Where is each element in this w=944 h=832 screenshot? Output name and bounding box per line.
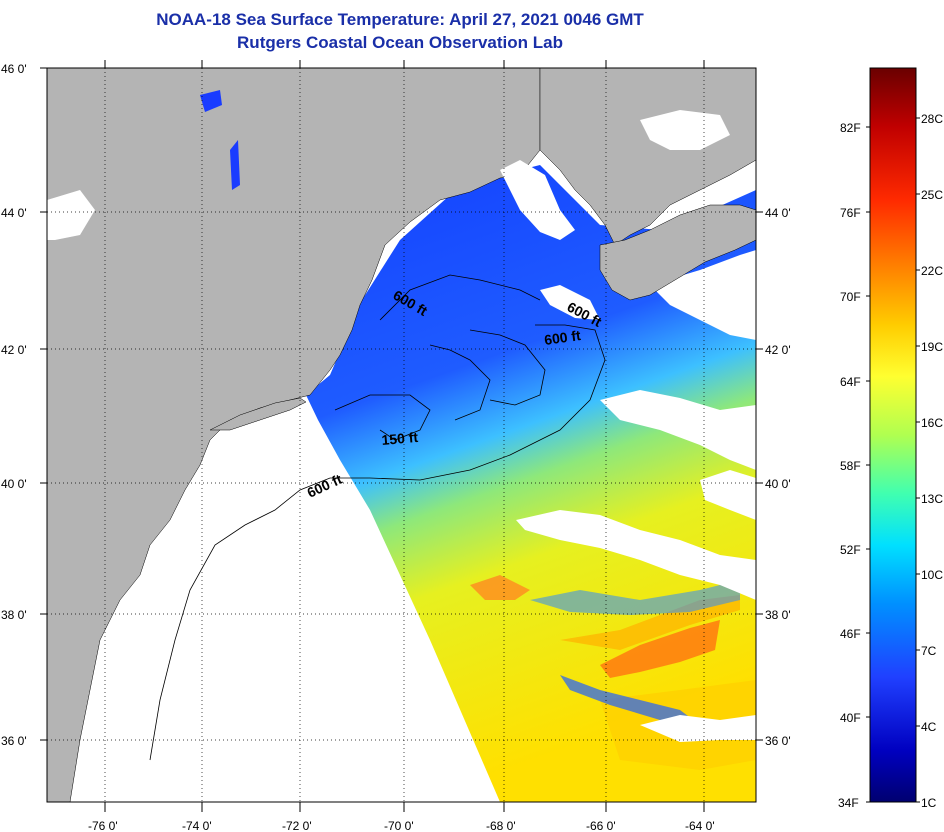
colorbar-c-label: 19C — [921, 340, 943, 354]
cloud — [516, 510, 756, 600]
colorbar-c-label: 1C — [921, 796, 937, 810]
lon-label: -66 0' — [586, 819, 616, 832]
colorbar-c-label: 16C — [921, 416, 943, 430]
warm-eddy — [600, 620, 720, 678]
colorbar-f-label: 34F — [838, 796, 859, 810]
lon-label: -72 0' — [282, 819, 312, 832]
contour-label: 150 ft — [381, 429, 419, 448]
lat-label: 42 0' — [1, 343, 27, 357]
lon-label: -68 0' — [486, 819, 516, 832]
lat-label: 42 0' — [765, 343, 791, 357]
colorbar-f-label: 64F — [840, 375, 861, 389]
cool-filament — [530, 580, 740, 615]
colorbar-f-label: 82F — [840, 121, 861, 135]
colorbar-f-label: 52F — [840, 543, 861, 557]
bathymetry-contours — [149, 274, 606, 761]
lat-label: 46 0' — [1, 62, 27, 76]
lon-label: -74 0' — [182, 819, 212, 832]
map-subtitle: Rutgers Coastal Ocean Observation Lab — [237, 33, 563, 52]
colorbar-f-label: 76F — [840, 206, 861, 220]
cloud — [640, 715, 756, 742]
lat-label: 40 0' — [765, 477, 791, 491]
cool-filament — [560, 675, 700, 725]
cloud — [600, 390, 756, 470]
land-cloud — [47, 190, 95, 240]
lake — [200, 90, 222, 112]
colorbar-c-label: 7C — [921, 644, 937, 658]
axis-ticks — [40, 60, 763, 812]
land-cloud — [640, 110, 730, 150]
land-canada — [539, 68, 756, 246]
cloud — [650, 250, 756, 340]
warm-eddy — [470, 575, 530, 600]
lake — [230, 140, 240, 190]
colorbar — [869, 67, 917, 803]
lat-label: 40 0' — [1, 477, 27, 491]
colorbar-f-label: 46F — [840, 627, 861, 641]
colorbar-f-label: 58F — [840, 459, 861, 473]
lon-label: -64 0' — [685, 819, 715, 832]
lat-label: 44 0' — [765, 206, 791, 220]
map-frame — [46, 67, 757, 803]
colorbar-c-label: 4C — [921, 720, 937, 734]
long-island — [209, 397, 307, 431]
colorbar-c-label: 10C — [921, 568, 943, 582]
lat-label: 36 0' — [1, 734, 27, 748]
colorbar-ticks — [866, 117, 920, 803]
colorbar-c-label: 28C — [921, 112, 943, 126]
colorbar-c-label: 22C — [921, 264, 943, 278]
colorbar-c-label: 25C — [921, 188, 943, 202]
lon-label: -76 0' — [88, 819, 118, 832]
cloud — [700, 470, 756, 520]
lat-label: 38 0' — [765, 608, 791, 622]
lat-label: 44 0' — [1, 206, 27, 220]
lon-label: -70 0' — [384, 819, 414, 832]
cloud — [540, 285, 600, 320]
map-title: NOAA-18 Sea Surface Temperature: April 2… — [156, 10, 644, 29]
nova-scotia — [599, 204, 756, 301]
sst-swath — [306, 165, 756, 802]
land-cloud — [500, 160, 575, 240]
colorbar-c-label: 13C — [921, 492, 943, 506]
colorbar-f-label: 40F — [840, 711, 861, 725]
colorbar-f-label: 70F — [840, 290, 861, 304]
contour-label: 600 ft — [543, 327, 582, 348]
lat-label: 38 0' — [1, 608, 27, 622]
lat-label: 36 0' — [765, 734, 791, 748]
